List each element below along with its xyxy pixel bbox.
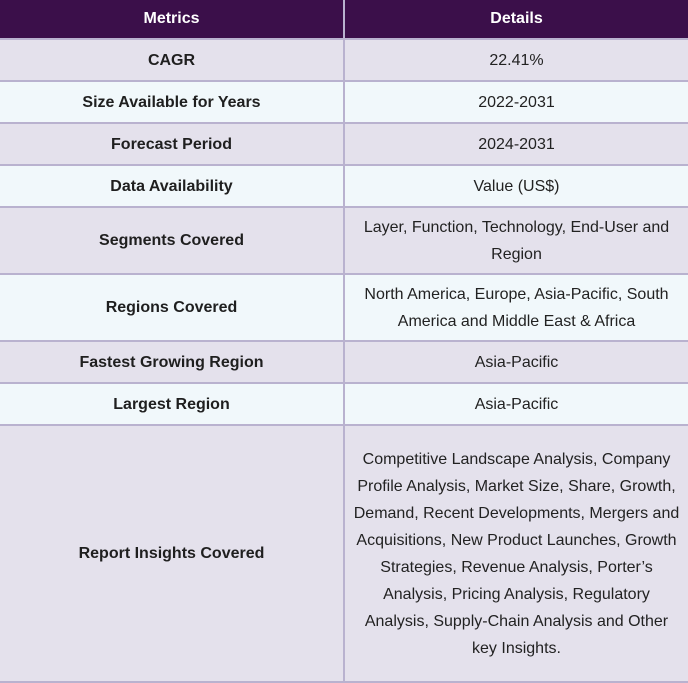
metric-cell: Largest Region — [0, 383, 345, 426]
metric-cell: Regions Covered — [0, 274, 345, 342]
detail-cell: 2024-2031 — [344, 123, 688, 166]
details-column-header: Details — [344, 0, 688, 40]
detail-cell: North America, Europe, Asia-Pacific, Sou… — [344, 274, 688, 342]
metrics-column-header: Metrics — [0, 0, 345, 40]
table-row-regions-covered: Regions Covered North America, Europe, A… — [0, 274, 688, 342]
metric-cell: Fastest Growing Region — [0, 341, 345, 384]
metric-cell: Data Availability — [0, 165, 345, 208]
table-row-data-availability: Data Availability Value (US$) — [0, 165, 688, 208]
metric-cell: Report Insights Covered — [0, 425, 345, 683]
detail-cell: 2022-2031 — [344, 81, 688, 124]
table-row-size-available: Size Available for Years 2022-2031 — [0, 81, 688, 124]
detail-cell: 22.41% — [344, 39, 688, 82]
detail-cell: Asia-Pacific — [344, 383, 688, 426]
detail-cell: Layer, Function, Technology, End-User an… — [344, 207, 688, 275]
table-row-fastest-growing-region: Fastest Growing Region Asia-Pacific — [0, 341, 688, 384]
metric-cell: Forecast Period — [0, 123, 345, 166]
metric-cell: Size Available for Years — [0, 81, 345, 124]
table-row-forecast-period: Forecast Period 2024-2031 — [0, 123, 688, 166]
table-row-cagr: CAGR 22.41% — [0, 39, 688, 82]
detail-cell: Value (US$) — [344, 165, 688, 208]
table-row-segments-covered: Segments Covered Layer, Function, Techno… — [0, 207, 688, 275]
table-row-largest-region: Largest Region Asia-Pacific — [0, 383, 688, 426]
table-header-row: Metrics Details — [0, 0, 688, 40]
metric-cell: CAGR — [0, 39, 345, 82]
metric-cell: Segments Covered — [0, 207, 345, 275]
detail-cell: Competitive Landscape Analysis, Company … — [344, 425, 688, 683]
detail-cell: Asia-Pacific — [344, 341, 688, 384]
table-row-report-insights: Report Insights Covered Competitive Land… — [0, 425, 688, 683]
